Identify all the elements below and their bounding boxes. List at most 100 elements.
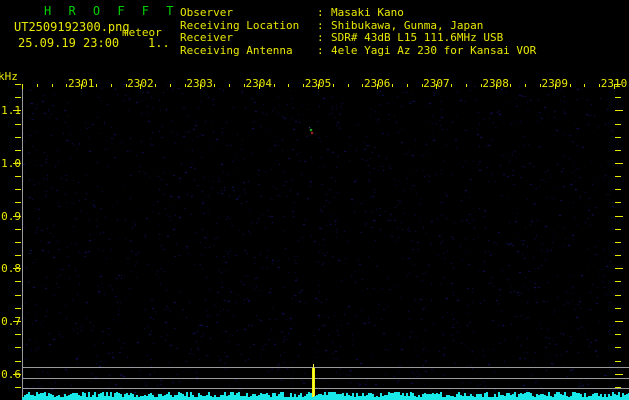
spectrum-bin <box>56 396 58 400</box>
y-axis-tick <box>15 255 21 256</box>
spectrum-bin <box>454 397 456 400</box>
spectrum-bin <box>606 397 608 400</box>
y-axis-tick-right <box>615 347 621 348</box>
metadata-row: Receiver: SDR# 43dB L15 111.6MHz USB <box>180 31 536 45</box>
spectrum-bin <box>608 394 610 400</box>
spectrum-bin <box>528 392 530 400</box>
spectrum-bin <box>592 394 594 400</box>
spectrum-bin <box>154 397 156 400</box>
spectrum-bin <box>354 397 356 400</box>
spectrum-bin <box>214 395 216 400</box>
y-axis-tick-right <box>615 321 623 322</box>
spectrum-bin <box>216 397 218 400</box>
spectrum-bin <box>246 393 248 400</box>
spectrum-bin <box>434 394 436 400</box>
spectrum-bin <box>148 394 150 400</box>
spectrum-bin <box>100 393 102 400</box>
spectrum-bin <box>84 393 86 400</box>
x-axis-tick <box>200 84 201 89</box>
spectrum-bin <box>544 395 546 400</box>
spectrum-bin <box>268 395 270 400</box>
spectrum-bin <box>278 394 280 400</box>
x-axis-label: 2301 <box>67 77 95 90</box>
spectrum-strip <box>22 389 629 400</box>
spectrum-bin <box>76 393 78 400</box>
spectrum-bin <box>280 392 282 400</box>
spectrum-bin <box>292 397 294 400</box>
x-axis-label: 2307 <box>423 77 450 90</box>
spectrum-bin <box>542 394 544 400</box>
spectrum-bin <box>296 397 298 400</box>
spectrum-bin <box>102 392 104 400</box>
x-axis-tick <box>451 84 452 87</box>
spectrum-bin <box>248 397 250 400</box>
spectrum-bin <box>312 397 314 400</box>
spectrum-bin <box>384 395 386 400</box>
y-axis-tick <box>15 361 21 362</box>
spectrum-bin <box>502 395 504 400</box>
spectrum-bin <box>376 396 378 400</box>
y-axis-tick <box>15 229 21 230</box>
carrier-spike-core <box>313 364 314 400</box>
spectrum-bin <box>624 395 626 400</box>
y-axis-tick <box>13 321 21 322</box>
spectrum-bin <box>274 393 276 400</box>
spectrum-bin <box>458 392 460 400</box>
spectrum-bin <box>178 392 180 400</box>
spectrum-bin <box>596 393 598 400</box>
spectrum-bin <box>556 392 558 400</box>
spectrum-bin <box>346 393 348 400</box>
spectrum-bin <box>184 396 186 400</box>
spectrum-bin <box>284 397 286 400</box>
spectrum-bin <box>110 392 112 400</box>
spectrum-bin <box>262 394 264 400</box>
spectrum-bin <box>122 397 124 400</box>
spectrum-bin <box>36 392 38 400</box>
spectrum-bin <box>180 393 182 400</box>
spectrum-bin <box>602 397 604 400</box>
spectrum-bin <box>210 396 212 400</box>
y-axis-tick <box>13 216 21 217</box>
spectrum-bin <box>612 392 614 400</box>
spectrum-bin <box>460 395 462 400</box>
spectrum-bin <box>540 394 542 400</box>
y-axis-tick <box>13 110 21 111</box>
spectrum-bin <box>546 396 548 400</box>
spectrum-bin <box>530 393 532 400</box>
x-axis-tick <box>318 84 319 89</box>
spectrum-bin <box>610 396 612 400</box>
spectrum-bin <box>260 393 262 400</box>
y-axis-tick-right <box>615 202 621 203</box>
spectrum-bin <box>150 393 152 400</box>
metadata-separator: : <box>317 6 324 19</box>
spectrum-bin <box>394 392 396 400</box>
y-axis-tick <box>15 150 21 151</box>
spectrum-bin <box>618 392 620 400</box>
spectrum-bin <box>282 392 284 400</box>
spectrum-bin <box>308 392 310 400</box>
spectrum-bin <box>342 393 344 400</box>
spectrum-bin <box>334 392 336 400</box>
spectrum-bin <box>382 396 384 400</box>
spectrum-bin <box>290 393 292 400</box>
x-axis-tick <box>111 84 112 87</box>
x-axis-tick <box>155 84 156 87</box>
y-axis-tick <box>15 242 21 243</box>
spectrum-bin <box>372 394 374 400</box>
spectrum-bin <box>258 395 260 400</box>
spectrum-bin <box>442 397 444 400</box>
spectrum-bin <box>418 395 420 400</box>
spectrum-bin <box>300 393 302 400</box>
y-axis-tick <box>15 176 21 177</box>
spectrum-bin <box>538 395 540 400</box>
spectrum-bin <box>256 396 258 400</box>
spectrum-bin <box>316 395 318 400</box>
spectrum-bin <box>272 393 274 400</box>
spectrum-bin <box>414 396 416 400</box>
spectrum-bin <box>428 394 430 400</box>
spectrum-bin <box>360 396 362 400</box>
spectrum-bin <box>580 394 582 400</box>
spectrum-bin <box>174 395 176 400</box>
output-filename: UT2509192300.png <box>14 20 130 34</box>
spectrum-bin <box>152 395 154 400</box>
